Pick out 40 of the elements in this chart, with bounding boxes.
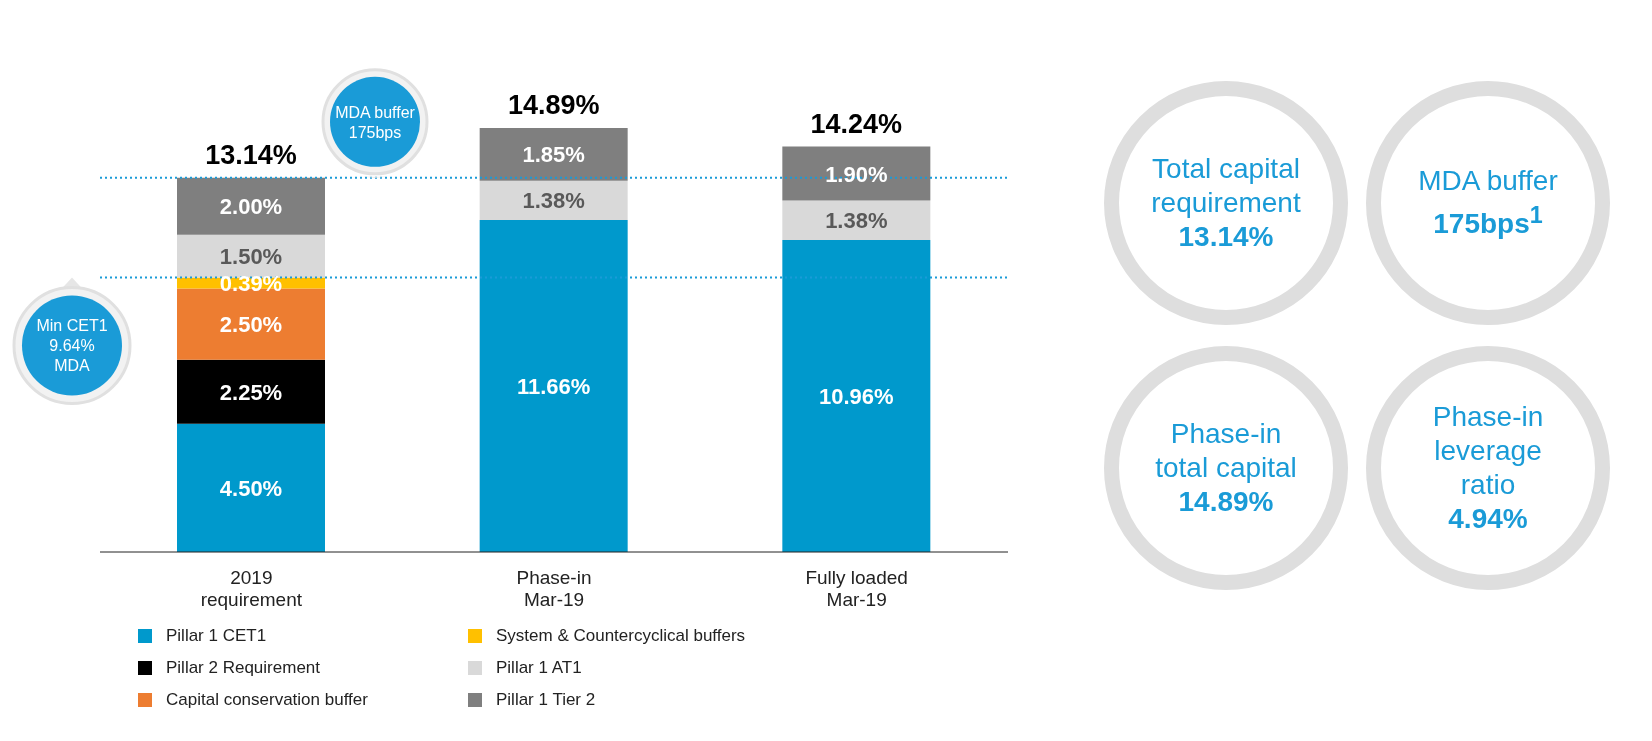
total-label: 14.89% [507,90,600,120]
legend-label: Capital conservation buffer [166,690,368,710]
data-label: 2.00% [219,194,283,220]
bar [177,423,325,552]
bar [177,177,325,235]
text: Phase-in leverage ratio 4.94% [1432,400,1544,536]
data-label: 1.85% [522,142,585,168]
text: Total capital requirement 13.14% [1151,152,1301,254]
x-tick-label: Phase-in Mar-19 [516,567,592,610]
bar [782,239,931,552]
legend-label: System & Countercyclical buffers [496,626,746,646]
bar [479,219,628,552]
text: MDA buffer 175bps$^{1}$ [1418,164,1558,242]
legend-label: Pillar 1 AT1 [496,658,582,678]
bar [177,359,325,424]
total-label: 14.24% [810,108,903,139]
legend-label: Pillar 2 Requirement [166,658,321,678]
total-label: 13.14% [205,139,297,170]
legend-label: Pillar 1 Tier 2 [496,690,596,710]
data-label: 1.38% [522,188,585,214]
bar [479,180,628,220]
callout-bubble: MDA buffer 175bps [321,68,429,178]
text: Phase-in total capital 14.89% [1155,417,1297,519]
data-label: 1.90% [825,161,888,187]
ref-line-label: Min CET1 9.64% MDA [36,317,108,375]
bar [782,146,931,201]
bar [479,128,628,181]
legend-label: Pillar 1 CET1 [166,626,267,646]
data-label: 10.96% [819,383,894,409]
ref-line-label: MDA buffer 175bps [335,103,416,141]
data-label: 0.39% [219,271,283,297]
x-tick-label: 2019 requirement [200,567,303,610]
data-label: 2.25% [219,379,283,405]
data-label: 11.66% [516,373,591,399]
bar [782,200,931,240]
data-label: 2.50% [219,312,283,338]
x-tick-label: Fully loaded Mar-19 [805,567,908,610]
data-label: 1.38% [825,208,888,234]
data-label: 1.50% [219,244,283,270]
data-label: 4.50% [219,475,283,501]
